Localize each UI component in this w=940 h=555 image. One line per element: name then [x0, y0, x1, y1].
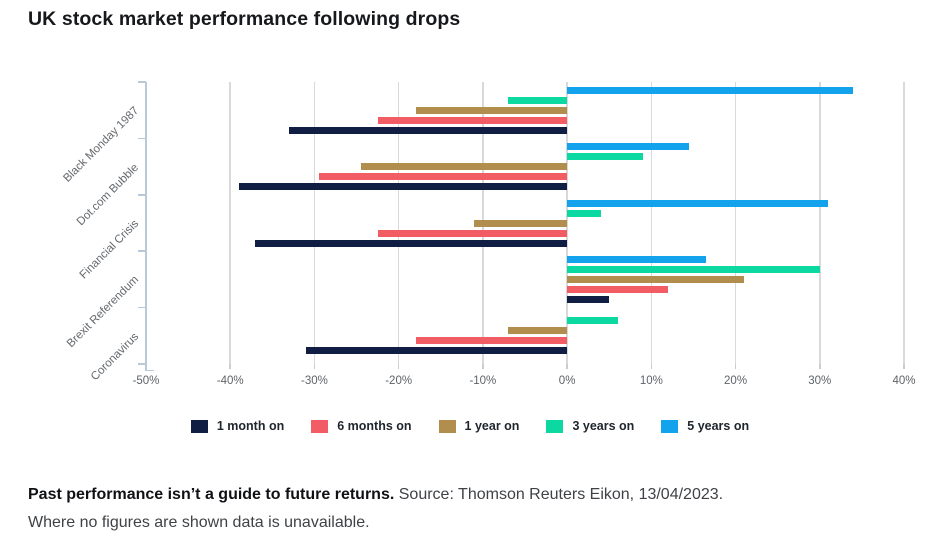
chart-legend: 1 month on 6 months on 1 year on 3 years on…	[0, 419, 940, 433]
bar	[567, 317, 618, 325]
legend-label: 1 month on	[216, 419, 285, 433]
x-axis-tick	[482, 364, 484, 369]
bar	[360, 163, 568, 171]
page-title: UK stock market performance following dr…	[28, 8, 461, 30]
legend-item: 1 month on	[190, 419, 285, 433]
legend-item: 1 year on	[438, 419, 520, 433]
x-axis-tick	[229, 364, 231, 369]
x-axis-tick	[734, 364, 737, 369]
bar	[306, 347, 568, 355]
x-axis-tick	[903, 364, 905, 369]
bar-chart: -50% -40% -30% -20% -10% 0% 10% 20% 30% 40% Black …	[61, 81, 916, 387]
bar	[415, 337, 568, 345]
legend-item: 3 years on	[546, 419, 634, 433]
x-axis-tick	[819, 364, 821, 369]
bar	[567, 199, 829, 207]
bar	[255, 239, 568, 247]
legend-label: 6 months on	[337, 419, 412, 433]
legend-label: 5 years on	[687, 419, 750, 433]
bar	[377, 116, 568, 124]
bar	[415, 106, 568, 114]
bar	[377, 229, 568, 237]
bar	[508, 327, 568, 335]
x-tick-label: 30%	[808, 375, 832, 387]
footnote-line-1: Past performance isn’t a guide to future…	[28, 481, 918, 509]
x-tick-label: -30%	[301, 375, 328, 387]
x-tick-label: -50%	[132, 375, 160, 387]
bar	[567, 255, 707, 263]
bar	[508, 96, 568, 104]
x-tick-label: -10%	[469, 375, 497, 387]
gridline	[819, 82, 821, 364]
footnote-source: Source: Thomson Reuters Eikon, 13/04/202…	[394, 486, 724, 503]
footnote: Past performance isn’t a guide to future…	[28, 481, 918, 537]
x-axis-tick	[397, 364, 400, 369]
y-axis-tick	[138, 306, 146, 309]
category-label: Financial Crisis	[77, 217, 142, 282]
x-tick-label: -20%	[385, 375, 413, 387]
gridline	[313, 82, 316, 364]
gridline	[734, 82, 737, 364]
bar	[567, 209, 601, 217]
gridline	[903, 82, 905, 364]
legend-label: 1 year on	[464, 419, 520, 433]
bar	[474, 219, 568, 227]
bar	[567, 265, 820, 273]
legend-item: 6 months on	[311, 419, 412, 433]
y-axis-foot	[145, 369, 155, 371]
legend-label: 3 years on	[572, 419, 635, 433]
x-axis-tick	[650, 364, 653, 369]
bar	[567, 143, 690, 151]
legend-swatch	[546, 419, 564, 433]
legend-swatch	[190, 419, 208, 433]
x-axis-tick	[313, 364, 316, 369]
bar	[289, 126, 568, 134]
bar	[238, 183, 568, 191]
y-axis-tick	[138, 363, 146, 365]
y-axis-tick	[138, 250, 146, 252]
gridline	[397, 82, 400, 364]
footnote-line-2: Where no figures are shown data is unava…	[28, 514, 370, 531]
x-tick-label: -40%	[216, 375, 244, 387]
bar	[567, 86, 854, 94]
bar	[567, 285, 669, 293]
footnote-warning: Past performance isn’t a guide to future…	[28, 486, 395, 503]
bar	[318, 173, 568, 181]
y-axis-tick	[138, 194, 146, 196]
x-tick-label: 0%	[558, 375, 576, 387]
x-axis-tick	[566, 364, 568, 369]
x-tick-label: 10%	[639, 375, 663, 387]
y-axis-tick	[138, 137, 146, 140]
y-axis-line	[145, 82, 147, 371]
bar	[567, 153, 643, 161]
gridline	[650, 82, 653, 364]
bar	[567, 275, 744, 283]
gridline	[566, 82, 568, 364]
legend-item: 5 years on	[661, 419, 749, 433]
bar	[567, 295, 610, 303]
y-axis-tick	[138, 81, 146, 83]
legend-swatch	[661, 419, 679, 433]
legend-swatch	[311, 419, 329, 433]
gridline	[229, 82, 231, 364]
x-tick-label: 40%	[892, 375, 916, 387]
legend-swatch	[438, 419, 456, 433]
x-tick-label: 20%	[724, 375, 748, 387]
